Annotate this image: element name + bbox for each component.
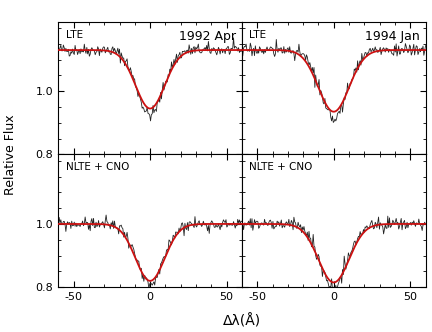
Text: Δλ(Å): Δλ(Å) [223, 314, 261, 329]
Text: NLTE + CNO: NLTE + CNO [66, 162, 129, 172]
Text: Relative Flux: Relative Flux [4, 114, 17, 195]
Text: NLTE + CNO: NLTE + CNO [249, 162, 313, 172]
Text: 1994 Jan: 1994 Jan [365, 30, 420, 42]
Text: LTE: LTE [66, 30, 83, 40]
Text: 1992 Apr: 1992 Apr [179, 30, 236, 42]
Text: LTE: LTE [249, 30, 267, 40]
